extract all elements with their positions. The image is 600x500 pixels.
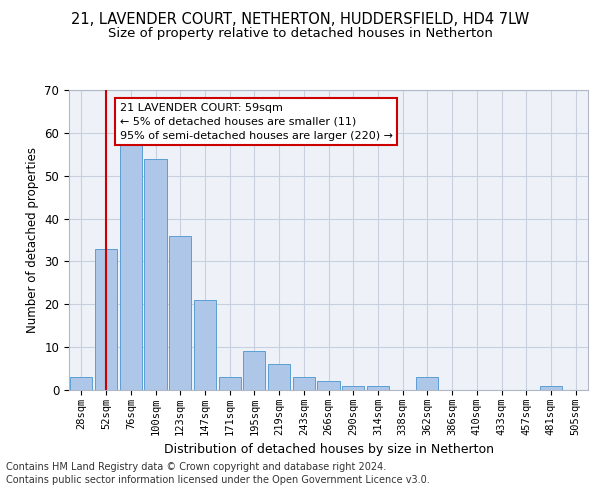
Bar — [70, 377, 92, 390]
Text: Size of property relative to detached houses in Netherton: Size of property relative to detached ho… — [107, 28, 493, 40]
Bar — [145, 158, 167, 390]
Bar — [194, 300, 216, 390]
Bar — [317, 382, 340, 390]
Text: Contains HM Land Registry data © Crown copyright and database right 2024.: Contains HM Land Registry data © Crown c… — [6, 462, 386, 472]
Bar — [540, 386, 562, 390]
Bar — [243, 352, 265, 390]
Bar — [169, 236, 191, 390]
Text: 21, LAVENDER COURT, NETHERTON, HUDDERSFIELD, HD4 7LW: 21, LAVENDER COURT, NETHERTON, HUDDERSFI… — [71, 12, 529, 28]
Bar — [95, 248, 117, 390]
Bar — [367, 386, 389, 390]
Text: 21 LAVENDER COURT: 59sqm
← 5% of detached houses are smaller (11)
95% of semi-de: 21 LAVENDER COURT: 59sqm ← 5% of detache… — [119, 103, 392, 141]
Bar — [218, 377, 241, 390]
Bar — [119, 142, 142, 390]
Text: Contains public sector information licensed under the Open Government Licence v3: Contains public sector information licen… — [6, 475, 430, 485]
Y-axis label: Number of detached properties: Number of detached properties — [26, 147, 39, 333]
Bar — [293, 377, 315, 390]
Bar — [416, 377, 439, 390]
Bar — [342, 386, 364, 390]
Bar — [268, 364, 290, 390]
Text: Distribution of detached houses by size in Netherton: Distribution of detached houses by size … — [164, 442, 494, 456]
